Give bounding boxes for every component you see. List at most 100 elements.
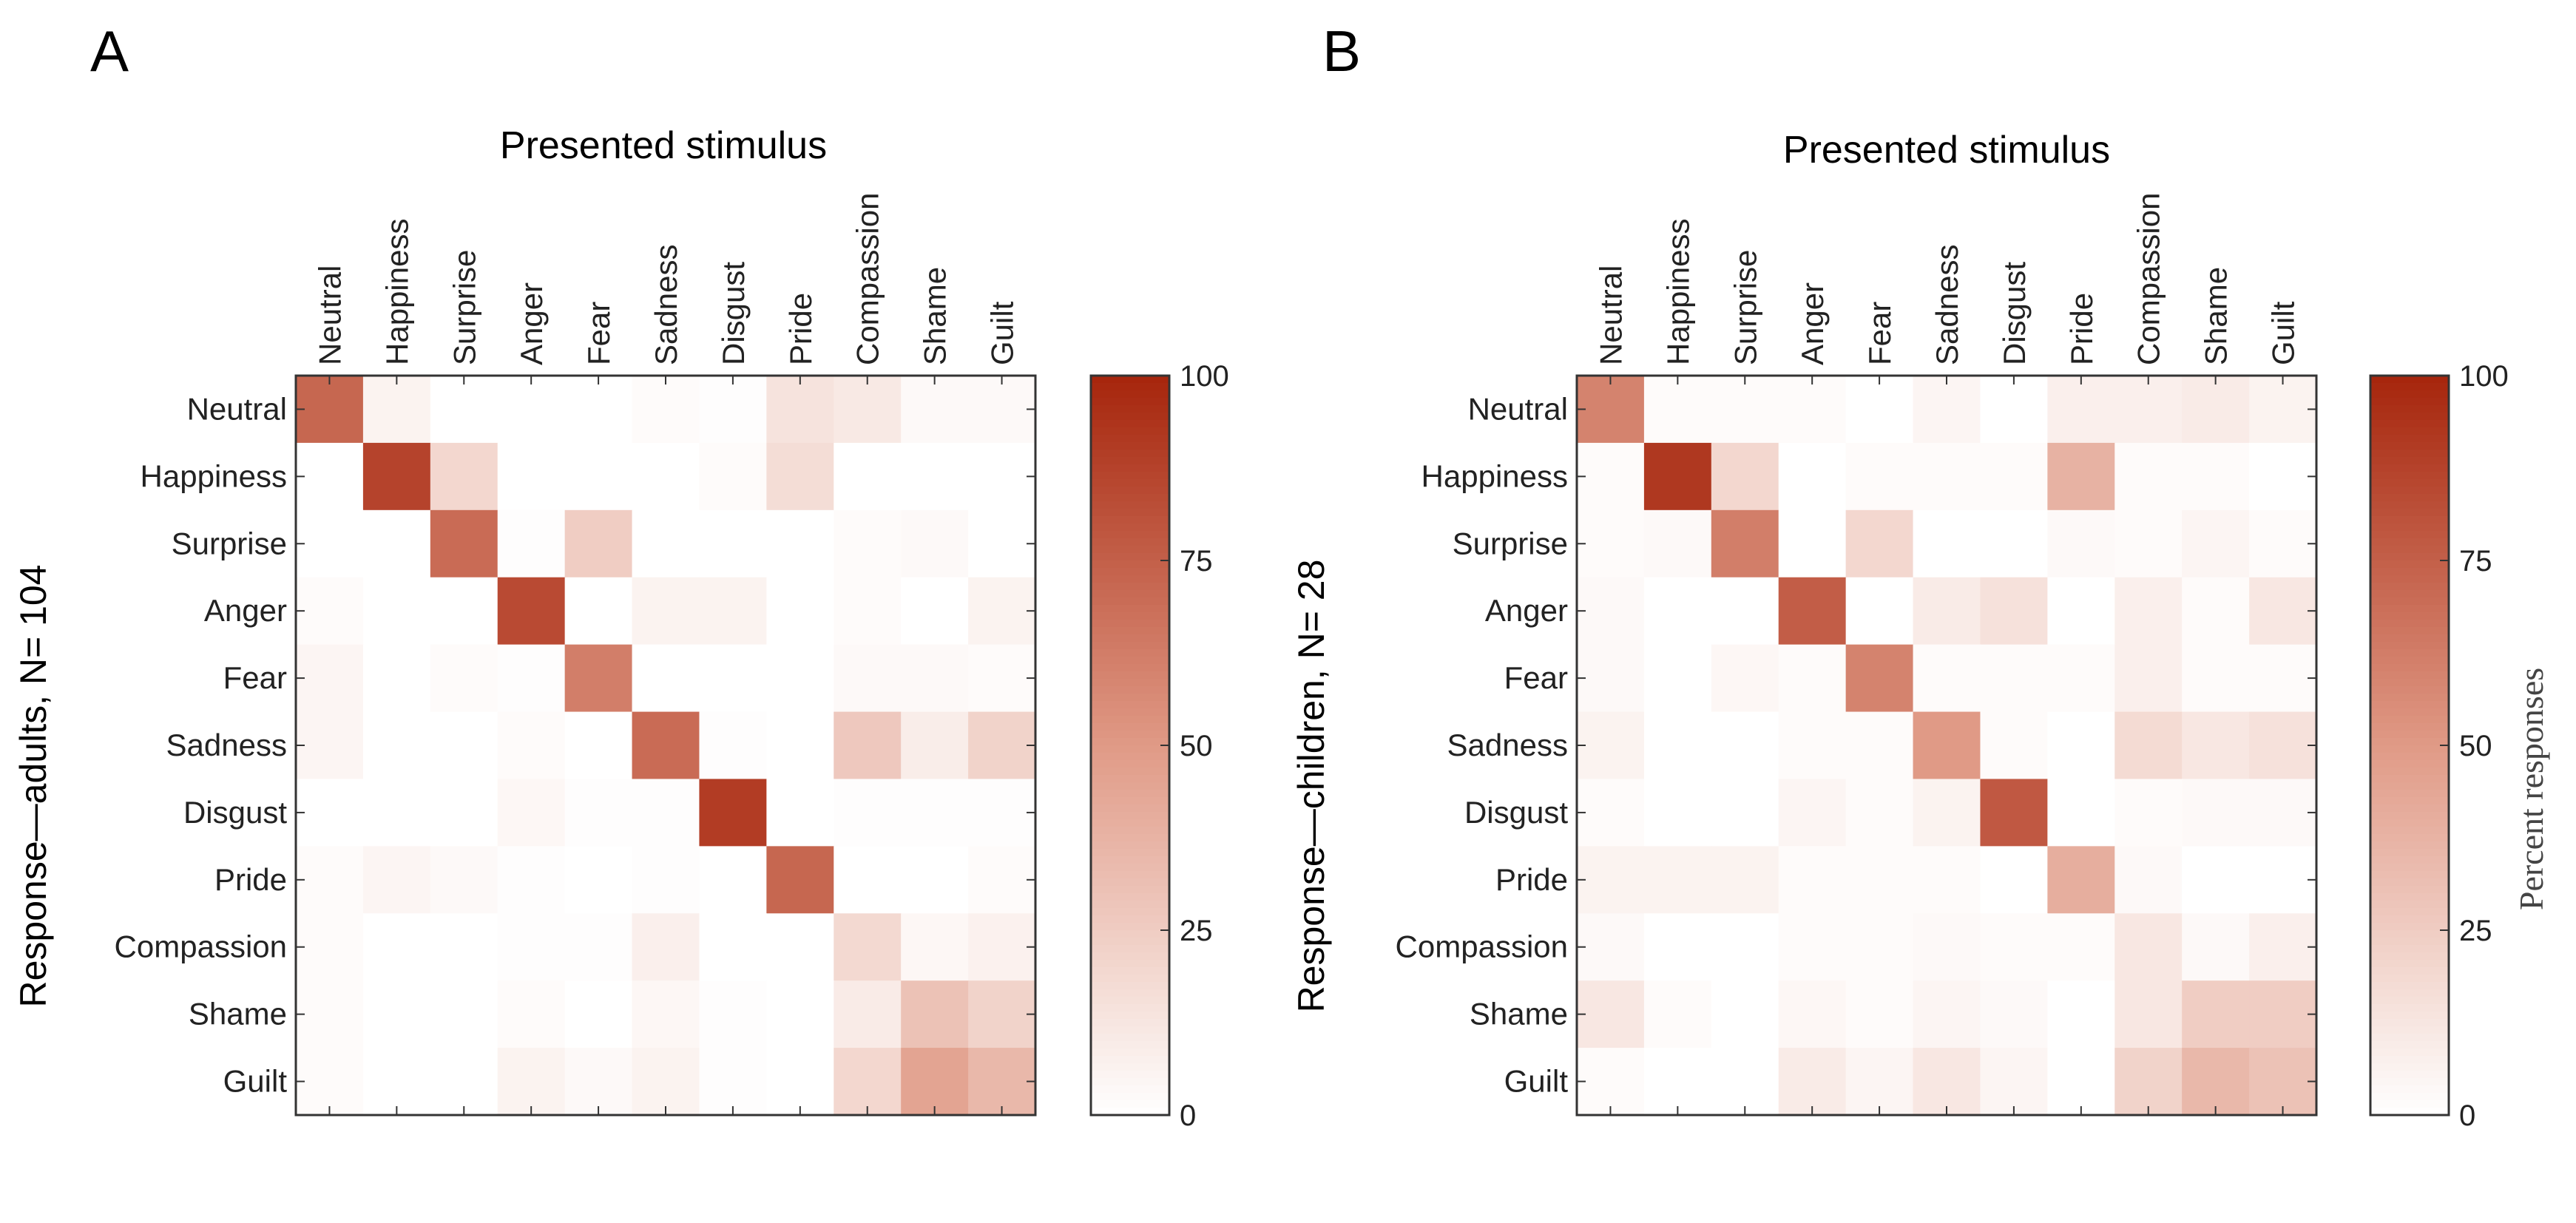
y-tick-label: Anger xyxy=(1485,593,1568,628)
heatmap-cell xyxy=(362,980,431,1048)
panel-b-plot-frame xyxy=(1575,374,2318,1117)
heatmap-cell xyxy=(1711,509,1779,578)
heatmap-cell xyxy=(564,913,633,981)
colorbar-swatch xyxy=(2370,967,2449,975)
colorbar-swatch xyxy=(1091,1019,1169,1027)
colorbar-swatch xyxy=(1091,930,1169,938)
x-tick-label: Happiness xyxy=(1660,219,1695,365)
colorbar-swatch xyxy=(1091,457,1169,465)
heatmap-cell xyxy=(2114,913,2183,981)
colorbar-swatch xyxy=(1091,501,1169,509)
panel-a-heatmap xyxy=(296,376,1036,1116)
heatmap-cell xyxy=(632,442,700,511)
heatmap-cell xyxy=(1980,577,2048,646)
colorbar-swatch xyxy=(1091,1100,1169,1108)
colorbar-swatch xyxy=(1091,583,1169,591)
heatmap-cell xyxy=(2182,644,2250,713)
heatmap-cell xyxy=(1980,779,2048,847)
heatmap-cell xyxy=(564,509,633,578)
heatmap-cell xyxy=(1845,509,1914,578)
x-tick-label: Disgust xyxy=(716,262,751,365)
heatmap-cell xyxy=(699,644,767,713)
heatmap-cell xyxy=(1577,442,1645,511)
colorbar-swatch xyxy=(2370,745,2449,753)
y-tick-label: Shame xyxy=(189,997,287,1031)
heatmap-cell xyxy=(2182,376,2250,444)
colorbar-swatch xyxy=(2370,612,2449,620)
heatmap-cell xyxy=(1845,577,1914,646)
colorbar-swatch xyxy=(2370,1048,2449,1057)
colorbar-swatch xyxy=(1091,1093,1169,1101)
colorbar-swatch xyxy=(1091,1071,1169,1079)
heatmap-cell xyxy=(766,442,834,511)
colorbar-swatch xyxy=(2370,1026,2449,1034)
heatmap-cell xyxy=(296,711,364,780)
colorbar-swatch xyxy=(2370,886,2449,894)
heatmap-cell xyxy=(1913,644,1981,713)
colorbar-swatch xyxy=(1091,472,1169,480)
y-tick-label: Happiness xyxy=(1421,458,1568,493)
heatmap-cell xyxy=(1845,442,1914,511)
colorbar-swatch xyxy=(1091,716,1169,724)
heatmap-cell xyxy=(2182,913,2250,981)
heatmap-cell xyxy=(2047,376,2115,444)
heatmap-cell xyxy=(497,846,566,914)
heatmap-cell xyxy=(2182,442,2250,511)
colorbar-swatch xyxy=(2370,901,2449,909)
colorbar-swatch xyxy=(2370,464,2449,472)
heatmap-cell xyxy=(296,980,364,1048)
heatmap-cell xyxy=(1643,711,1712,780)
heatmap-cell xyxy=(834,577,902,646)
colorbar-swatch xyxy=(1091,812,1169,820)
heatmap-cell xyxy=(699,846,767,914)
colorbar-swatch xyxy=(2370,1100,2449,1108)
heatmap-cell xyxy=(1711,980,1779,1048)
heatmap-cell xyxy=(1577,644,1645,713)
heatmap-cell xyxy=(2047,711,2115,780)
heatmap-cell xyxy=(968,846,1036,914)
colorbar-swatch xyxy=(1091,383,1169,391)
colorbar-swatch xyxy=(1091,967,1169,975)
heatmap-cell xyxy=(497,913,566,981)
panel-a-plot-frame xyxy=(294,374,1037,1117)
heatmap-cell xyxy=(1711,376,1779,444)
heatmap-cell xyxy=(834,509,902,578)
y-tick-label: Pride xyxy=(1495,862,1568,897)
heatmap-cell xyxy=(1778,846,1847,914)
colorbar-swatch xyxy=(1091,753,1169,761)
colorbar-swatch xyxy=(1091,413,1169,421)
heatmap-cell xyxy=(1913,913,1981,981)
heatmap-cell xyxy=(2047,577,2115,646)
heatmap-cell xyxy=(1577,509,1645,578)
heatmap-cell xyxy=(1913,846,1981,914)
colorbar-swatch xyxy=(2370,383,2449,391)
heatmap-cell xyxy=(1778,442,1847,511)
colorbar-swatch xyxy=(1091,1078,1169,1086)
colorbar-swatch xyxy=(1091,989,1169,997)
panel-a: A Presented stimulus Response—adults, N=… xyxy=(13,18,1229,1132)
heatmap-cell xyxy=(632,913,700,981)
y-tick-label: Sadness xyxy=(166,728,287,762)
colorbar-tick-label: 25 xyxy=(2459,915,2492,947)
colorbar-swatch xyxy=(2370,945,2449,953)
colorbar-swatch xyxy=(1091,708,1169,716)
colorbar-swatch xyxy=(1091,893,1169,901)
heatmap-cell xyxy=(901,980,969,1048)
heatmap-cell xyxy=(296,376,364,444)
heatmap-cell xyxy=(1778,509,1847,578)
x-tick-label: Neutral xyxy=(313,265,348,365)
heatmap-cell xyxy=(1643,846,1712,914)
heatmap-cell xyxy=(497,509,566,578)
colorbar-swatch xyxy=(1091,701,1169,709)
colorbar-swatch xyxy=(2370,1063,2449,1071)
heatmap-cell xyxy=(1980,913,2048,981)
colorbar-swatch xyxy=(2370,731,2449,739)
colorbar-swatch xyxy=(2370,760,2449,768)
colorbar-swatch xyxy=(2370,590,2449,598)
colorbar-swatch xyxy=(1091,516,1169,524)
colorbar-swatch xyxy=(2370,553,2449,561)
colorbar-swatch xyxy=(1091,886,1169,894)
colorbar-swatch xyxy=(2370,664,2449,672)
colorbar-swatch xyxy=(2370,723,2449,731)
heatmap-cell xyxy=(497,644,566,713)
